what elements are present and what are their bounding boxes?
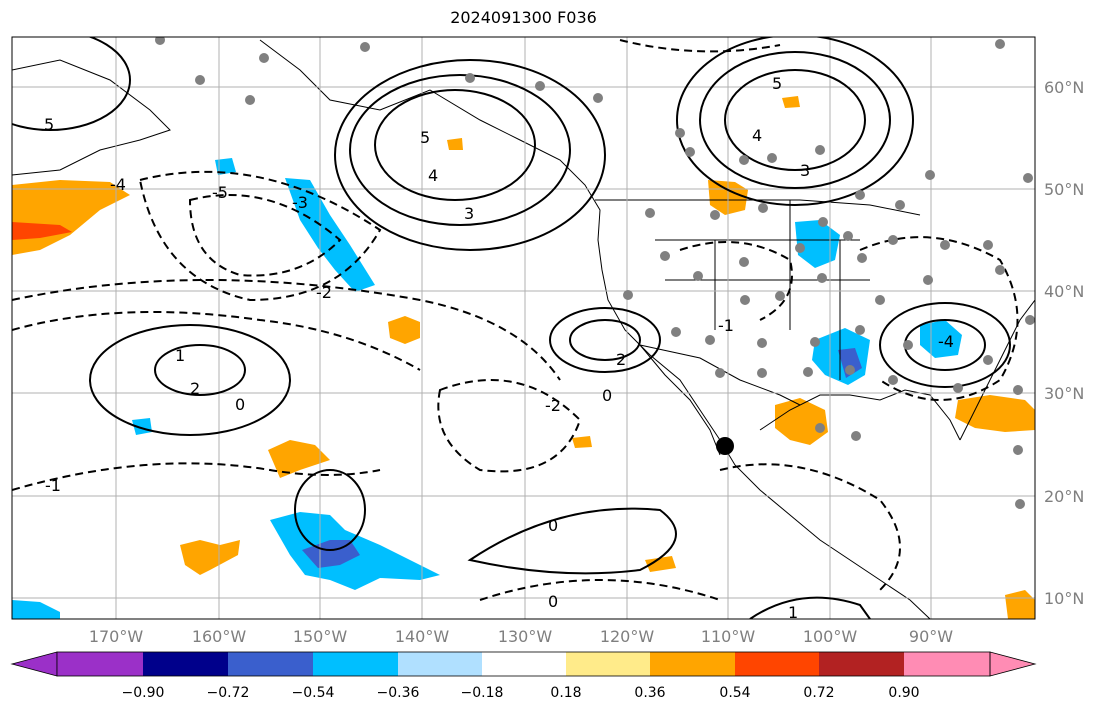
coastlines xyxy=(12,39,1035,619)
contour-labels: 5 5 5 4 4 3 3 2 2 1 1 0 0 0 0 -1 -1 -2 -… xyxy=(44,74,954,622)
colorbar: −0.90 −0.72 −0.54 −0.36 −0.18 0.18 0.36 … xyxy=(10,651,1037,701)
map-layers: 5 5 5 4 4 3 3 2 2 1 1 0 0 0 0 -1 -1 -2 -… xyxy=(12,37,1035,622)
contour-label: -2 xyxy=(545,396,561,415)
shade-positive-small-b xyxy=(645,556,676,572)
colorbar-frame xyxy=(56,651,991,677)
colorbar-extend-high xyxy=(989,651,1037,677)
coast-alaska xyxy=(12,59,171,176)
colorbar-tick: −0.54 xyxy=(292,685,335,701)
colorbar-segment xyxy=(482,652,566,676)
colorbar-segment xyxy=(735,652,819,676)
contour-label: 4 xyxy=(428,166,438,185)
lat-label: 60°N xyxy=(1044,78,1084,97)
border-us-canada xyxy=(595,199,921,216)
lat-label: 40°N xyxy=(1044,282,1084,301)
colorbar-tick: 0.54 xyxy=(719,685,750,701)
contour-label: 0 xyxy=(548,592,558,611)
shade-positive-lakes xyxy=(447,138,463,150)
colorbar-tick: 0.90 xyxy=(888,685,919,701)
colorbar-segment xyxy=(313,652,398,676)
contour-label: -4 xyxy=(938,332,954,351)
contour-label: -2 xyxy=(316,283,332,302)
contour-label: 0 xyxy=(235,395,245,414)
shade-positive-small-a xyxy=(572,436,592,448)
colorbar-tick: 0.72 xyxy=(803,685,834,701)
lon-label: 140°W xyxy=(395,627,450,646)
colorbar-segment xyxy=(904,652,990,676)
colorbar-tick: −0.18 xyxy=(461,685,504,701)
shade-positive-atlantic xyxy=(955,395,1035,432)
colorbar-segment xyxy=(566,652,650,676)
contour-label: -1 xyxy=(718,316,734,335)
contour-label: 0 xyxy=(548,516,558,535)
shade-negative-gulf-alaska xyxy=(285,178,375,292)
shade-positive-canada-small xyxy=(782,96,800,108)
shade-negative-pacific-small xyxy=(215,158,236,175)
latitude-labels: 60°N 50°N 40°N 30°N 20°N 10°N xyxy=(1044,78,1084,608)
contour-label: 2 xyxy=(616,350,626,369)
map-frame xyxy=(11,36,1036,620)
shade-strong-texas xyxy=(838,348,862,378)
contour-label: 1 xyxy=(175,346,185,365)
lon-label: 100°W xyxy=(803,627,858,646)
colorbar-extend-low xyxy=(10,651,58,677)
shade-negative-plains xyxy=(795,220,840,268)
colorbar-tick: 0.18 xyxy=(550,685,581,701)
lat-label: 20°N xyxy=(1044,487,1084,506)
colorbar-tick: −0.72 xyxy=(207,685,250,701)
contour-label: 1 xyxy=(788,603,798,622)
contour-label: -4 xyxy=(110,175,126,194)
shade-negative-small-d xyxy=(12,600,60,619)
lon-label: 150°W xyxy=(293,627,348,646)
lat-label: 10°N xyxy=(1044,589,1084,608)
lat-label: 30°N xyxy=(1044,384,1084,403)
station-dots xyxy=(155,37,1035,509)
negative-contours xyxy=(12,39,1019,601)
colorbar-segment xyxy=(819,652,904,676)
border-us-mexico xyxy=(639,344,801,406)
contour-label: 4 xyxy=(752,126,762,145)
colorbar-segment xyxy=(398,652,482,676)
shade-positive-mexico xyxy=(775,398,828,445)
contour-label: 2 xyxy=(190,379,200,398)
longitude-labels: 170°W 160°W 150°W 140°W 130°W 120°W 110°… xyxy=(89,627,953,646)
contour-label: 0 xyxy=(602,386,612,405)
colorbar-tick: −0.36 xyxy=(377,685,420,701)
contour-label: 5 xyxy=(420,128,430,147)
contour-label: 5 xyxy=(44,115,54,134)
contour-label: -1 xyxy=(45,476,61,495)
colorbar-segment xyxy=(228,652,313,676)
colorbar-tick: 0.36 xyxy=(634,685,665,701)
location-marker xyxy=(716,437,734,455)
lon-label: 120°W xyxy=(600,627,655,646)
lon-label: 130°W xyxy=(498,627,553,646)
contour-label: 3 xyxy=(464,204,474,223)
shading-layer xyxy=(12,96,1035,619)
shade-positive-caribbean xyxy=(1005,590,1035,619)
lon-label: 90°W xyxy=(909,627,953,646)
colorbar-tick: −0.90 xyxy=(122,685,165,701)
coast-east xyxy=(959,299,1035,441)
shade-positive-south2 xyxy=(180,540,240,575)
coast-north-america-west xyxy=(259,39,931,619)
state-lines xyxy=(655,200,870,380)
shade-positive-mid xyxy=(388,316,420,344)
lon-label: 170°W xyxy=(89,627,144,646)
coast-baja xyxy=(639,344,721,456)
lon-label: 160°W xyxy=(192,627,247,646)
map-title: 2024091300 F036 xyxy=(450,8,597,27)
lon-label: 110°W xyxy=(701,627,756,646)
colorbar-segment xyxy=(143,652,228,676)
lat-label: 50°N xyxy=(1044,180,1084,199)
contour-label: 3 xyxy=(800,161,810,180)
colorbar-segment xyxy=(57,652,143,676)
shade-positive-south xyxy=(268,440,330,478)
contour-label: -3 xyxy=(292,193,308,212)
contour-label: -5 xyxy=(212,183,228,202)
positive-contours xyxy=(12,37,1011,619)
contour-label: 5 xyxy=(772,74,782,93)
colorbar-segment xyxy=(650,652,735,676)
shade-strong-west xyxy=(12,222,72,240)
